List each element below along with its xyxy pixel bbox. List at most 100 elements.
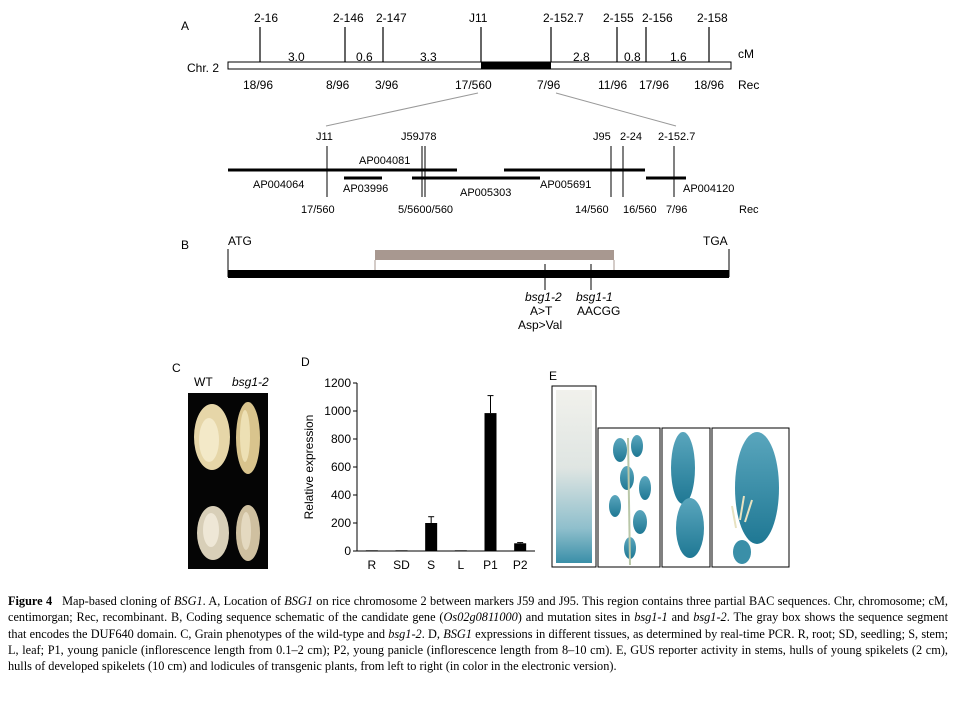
rec-value: 18/96 bbox=[694, 78, 724, 92]
panel-b-label: B bbox=[181, 238, 189, 252]
y-tick-label: 800 bbox=[331, 432, 351, 446]
mutation-change-bsg1-2: A>T bbox=[530, 304, 553, 318]
y-tick-label: 200 bbox=[331, 516, 351, 530]
distance-labels: 3.0 0.6 3.3 2.8 0.8 1.6 bbox=[288, 50, 687, 64]
x-tick-label: SD bbox=[393, 558, 410, 572]
rec-value: 17/96 bbox=[639, 78, 669, 92]
fine-marker-label: 2-152.7 bbox=[658, 131, 695, 143]
fine-rec-value: 17/560 bbox=[301, 204, 335, 216]
distance-label: 0.8 bbox=[624, 50, 641, 64]
amino-acid-change: Asp>Val bbox=[518, 318, 562, 332]
fine-rec-values: 17/560 5/5600/560 14/560 16/560 7/96 bbox=[301, 204, 687, 216]
bac-label: AP03996 bbox=[343, 183, 388, 195]
fine-marker-label: J95 bbox=[593, 131, 611, 143]
chromosome-label: Chr. 2 bbox=[187, 61, 219, 75]
y-tick-label: 600 bbox=[331, 460, 351, 474]
distance-label: 3.3 bbox=[420, 50, 437, 64]
start-codon-label: ATG bbox=[228, 234, 252, 248]
lodicule-hull bbox=[735, 432, 779, 544]
bar bbox=[484, 413, 497, 551]
fine-marker-label: 2-24 bbox=[620, 131, 642, 143]
x-tick-labels: R SD S L P1 P2 bbox=[367, 558, 527, 572]
fine-rec-label: Rec bbox=[739, 204, 759, 216]
marker-label: 2-155 bbox=[603, 11, 634, 25]
rec-value: 17/560 bbox=[455, 78, 492, 92]
stamens bbox=[731, 495, 753, 529]
coarse-marker-ticks bbox=[259, 27, 710, 66]
x-tick-label: P2 bbox=[513, 558, 528, 572]
figure-caption: Figure 4 Map-based cloning of BSG1. A, L… bbox=[8, 593, 948, 674]
marker-label: J11 bbox=[469, 11, 488, 25]
marker-label: 2-152.7 bbox=[543, 11, 584, 25]
caption-segment: bsg1-2 bbox=[388, 626, 422, 641]
fine-marker-labels: J11 J59J78 J95 2-24 2-152.7 bbox=[316, 131, 695, 143]
rec-label: Rec bbox=[738, 78, 759, 92]
mutant-bsg1-2-label: bsg1-2 bbox=[525, 290, 562, 304]
bar bbox=[454, 550, 467, 551]
distance-label: 2.8 bbox=[573, 50, 590, 64]
y-tick-label: 0 bbox=[344, 544, 351, 558]
x-tick-label: R bbox=[367, 558, 376, 572]
panel-a-label: A bbox=[181, 19, 189, 33]
distance-label: 3.0 bbox=[288, 50, 305, 64]
panel-d-expression-chart: D Relative expression 0 200 400 600 800 1000 1… bbox=[301, 355, 535, 572]
fine-rec-value: 14/560 bbox=[575, 204, 609, 216]
panel-c-grain-photo: C WT bsg1-2 bbox=[172, 361, 269, 569]
caption-segment: ) and mutation sites in bbox=[517, 610, 635, 625]
developed-spikelet-upper bbox=[671, 432, 695, 504]
caption-segment: BSG1 bbox=[284, 594, 313, 608]
marker-label: 2-158 bbox=[697, 11, 728, 25]
y-tick-label: 400 bbox=[331, 488, 351, 502]
panel-c-label: C bbox=[172, 361, 181, 375]
caption-segment: Map-based cloning of bbox=[62, 594, 174, 608]
caption-segment: and bbox=[667, 610, 694, 625]
fine-rec-value: 5/5600/560 bbox=[398, 204, 453, 216]
duf640-domain-box bbox=[375, 250, 614, 260]
caption-segment: BSG1 bbox=[443, 626, 472, 641]
cm-unit-label: cM bbox=[738, 47, 754, 61]
rec-value: 7/96 bbox=[537, 78, 561, 92]
bac-label: AP004064 bbox=[253, 179, 304, 191]
mutant-label: bsg1-2 bbox=[232, 375, 269, 389]
distance-label: 1.6 bbox=[670, 50, 687, 64]
panel-b-gene-schematic: B ATG TGA bsg1-2 bsg1-1 A>T AACGG Asp>Va… bbox=[181, 234, 730, 332]
caption-segment: BSG1 bbox=[173, 594, 203, 608]
x-tick-label: L bbox=[457, 558, 464, 572]
bar bbox=[514, 543, 527, 551]
x-tick-label: S bbox=[427, 558, 435, 572]
rec-value: 11/96 bbox=[598, 78, 627, 92]
bac-label: AP004081 bbox=[359, 155, 410, 167]
figure-label: Figure 4 bbox=[8, 594, 53, 608]
caption-segment: on rice chromosome 2 between markers J59… bbox=[8, 594, 948, 625]
caption-segment: . D, bbox=[421, 626, 444, 641]
bac-contig-bars bbox=[228, 168, 686, 180]
wt-label: WT bbox=[194, 375, 213, 389]
panel-d-label: D bbox=[301, 355, 310, 369]
fine-rec-value: 7/96 bbox=[666, 204, 687, 216]
bac-label: AP004120 bbox=[683, 183, 734, 195]
y-axis-label: Relative expression bbox=[302, 415, 316, 520]
bac-label: AP005303 bbox=[460, 187, 511, 199]
y-ticks: 0 200 400 600 800 1000 1200 bbox=[324, 376, 357, 558]
zoom-lines bbox=[325, 92, 677, 127]
bac-labels: AP004081 AP004064 AP03996 AP005303 AP005… bbox=[253, 155, 734, 199]
caption-body: Map-based cloning of BSG1. A, Location o… bbox=[8, 594, 948, 673]
caption-segment: Os02g0811000 bbox=[443, 610, 518, 625]
bar bbox=[365, 550, 378, 551]
developed-spikelet-lower bbox=[676, 498, 704, 558]
bar bbox=[425, 523, 438, 551]
rec-value: 8/96 bbox=[326, 78, 350, 92]
caption-segment: bsg1-1 bbox=[634, 610, 668, 625]
fine-marker-label: J59J78 bbox=[401, 131, 436, 143]
y-tick-label: 1200 bbox=[324, 376, 351, 390]
x-tick-label: P1 bbox=[483, 558, 498, 572]
stop-codon-label: TGA bbox=[703, 234, 728, 248]
rec-value: 18/96 bbox=[243, 78, 273, 92]
coarse-rec-values: 18/96 8/96 3/96 17/560 7/96 11/96 17/96 … bbox=[243, 78, 724, 92]
bac-label: AP005691 bbox=[540, 179, 591, 191]
panel-e-label: E bbox=[549, 369, 557, 383]
stem-gus-stain bbox=[556, 390, 592, 563]
marker-label: 2-156 bbox=[642, 11, 673, 25]
caption-segment: . A, Location of bbox=[202, 594, 285, 608]
panel-a-genetic-map: A 2-16 2-146 2-147 J11 2-152.7 2-155 2-1… bbox=[181, 11, 759, 216]
